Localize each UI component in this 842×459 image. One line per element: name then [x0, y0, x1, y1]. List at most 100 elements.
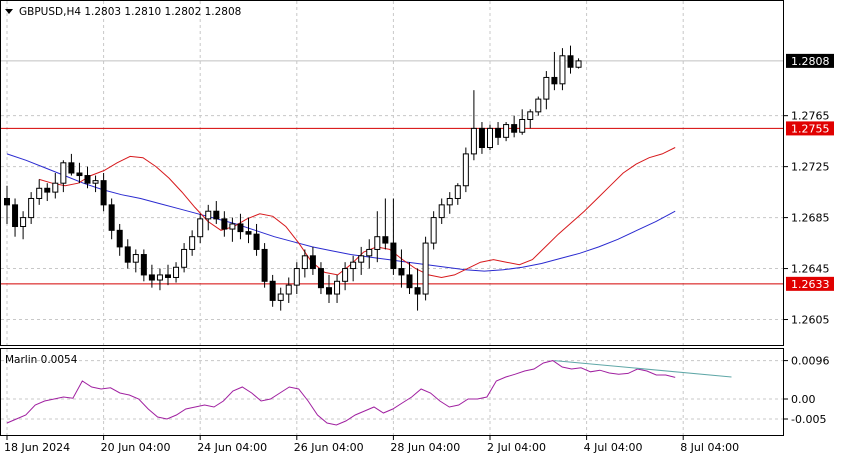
candle: [12, 198, 19, 237]
x-tick-label: 26 Jun 04:00: [294, 441, 364, 454]
candle: [116, 223, 123, 256]
y-tick-label: 0.00: [791, 393, 816, 406]
candle-body: [551, 76, 558, 85]
candle: [487, 124, 493, 151]
candle: [20, 211, 27, 240]
candle: [165, 264, 171, 286]
x-tick-label: 4 Jul 04:00: [584, 441, 643, 454]
candle-body: [438, 204, 445, 219]
candle: [414, 268, 421, 311]
indicator-header: Marlin 0.0054: [5, 354, 78, 366]
candle-body: [309, 255, 316, 270]
candle-body: [301, 255, 308, 270]
candle: [374, 211, 381, 263]
level-tag-label: 1.2755: [791, 122, 830, 135]
candle: [438, 198, 445, 224]
candle: [567, 45, 574, 74]
candle-body: [350, 261, 357, 270]
candle-body: [60, 162, 67, 184]
candle: [197, 213, 204, 244]
candle-body: [116, 229, 123, 248]
candle: [422, 236, 429, 301]
level-tag: [786, 276, 834, 291]
candle-body: [245, 231, 252, 235]
candle-body: [84, 175, 91, 184]
candle-body: [92, 180, 99, 184]
candle-body: [100, 180, 107, 206]
candle: [358, 246, 365, 275]
candle: [309, 246, 316, 275]
candle-body: [76, 172, 83, 177]
candle: [156, 268, 163, 291]
candle: [535, 96, 542, 116]
candle: [261, 243, 268, 288]
candle-body: [253, 233, 260, 250]
candle: [454, 183, 461, 205]
candle-body: [342, 268, 349, 282]
candle-body: [462, 153, 469, 187]
candle: [213, 201, 220, 224]
candle: [60, 160, 67, 193]
candle-body: [165, 274, 171, 278]
candle-body: [478, 127, 485, 149]
candle-body: [261, 248, 268, 282]
candles: [4, 45, 582, 311]
candle-body: [68, 162, 75, 174]
chart-header: GBPUSD,H4 1.2803 1.2810 1.2802 1.2808: [19, 6, 241, 18]
y-tick-label: 1.2685: [791, 212, 830, 225]
y-tick-label: 0.0096: [791, 355, 830, 368]
candle: [181, 243, 188, 273]
candle-body: [317, 268, 324, 289]
candle: [334, 274, 341, 303]
candle-body: [124, 246, 131, 263]
candle: [462, 147, 469, 193]
candle-body: [148, 274, 155, 281]
candle-body: [495, 127, 502, 138]
candle: [478, 122, 485, 154]
candle-body: [44, 187, 51, 193]
candle: [124, 239, 131, 269]
candle-body: [285, 284, 292, 295]
marlin-indicator: [6, 360, 732, 426]
candle: [527, 109, 534, 129]
candle-body: [503, 124, 510, 138]
candle-body: [559, 55, 566, 85]
symbol-menu-triangle-icon[interactable]: [5, 9, 13, 14]
candle: [173, 262, 180, 283]
candle-body: [511, 124, 518, 133]
current-price-tag: [786, 53, 834, 68]
candle: [277, 287, 284, 311]
candle-body: [567, 55, 574, 68]
candle-body: [156, 274, 163, 281]
candle-body: [12, 204, 19, 228]
candle-body: [422, 242, 429, 295]
candle: [519, 109, 526, 135]
candle-body: [454, 185, 461, 199]
candle-body: [229, 223, 236, 230]
time-axis: 18 Jun 2024 20 Jun 04:00 24 Jun 04:00 26 Ju…: [4, 436, 739, 454]
candle: [132, 249, 139, 273]
indicator-pane[interactable]: [0, 348, 784, 436]
candle-body: [527, 111, 534, 120]
level-tag-label: 1.2633: [791, 278, 830, 291]
x-tick-label: 18 Jun 2024: [4, 441, 70, 454]
y-tick-label: 1.2645: [791, 263, 830, 276]
y-tick-label: 1.2765: [791, 110, 830, 123]
candle: [543, 71, 550, 110]
candle: [84, 166, 91, 189]
horizontal-levels[interactable]: [1, 60, 783, 285]
candle-body: [140, 254, 147, 276]
candle: [285, 277, 292, 303]
x-tick-label: 2 Jul 04:00: [487, 441, 546, 454]
candle: [76, 162, 83, 184]
candle: [36, 179, 43, 205]
candle-body: [237, 223, 244, 233]
candle: [495, 122, 502, 145]
candle: [430, 211, 437, 250]
candle: [317, 262, 324, 295]
candle-body: [36, 187, 43, 199]
candle: [221, 211, 228, 237]
candle-body: [108, 204, 115, 231]
level-tag: [786, 121, 834, 136]
main-pane[interactable]: [0, 0, 784, 346]
